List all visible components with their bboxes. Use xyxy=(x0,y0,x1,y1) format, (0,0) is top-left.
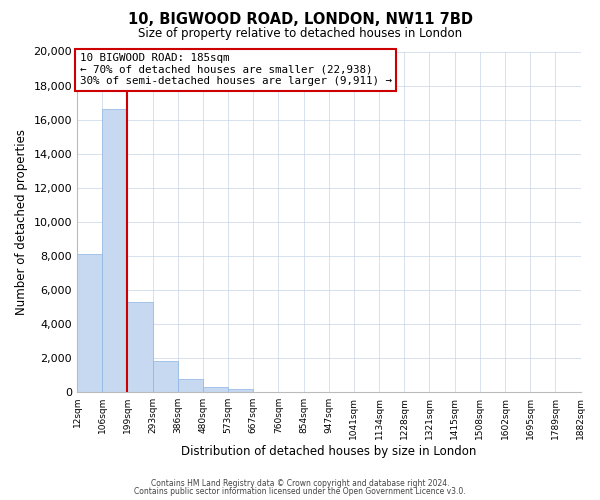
Text: Contains HM Land Registry data © Crown copyright and database right 2024.: Contains HM Land Registry data © Crown c… xyxy=(151,478,449,488)
Text: Contains public sector information licensed under the Open Government Licence v3: Contains public sector information licen… xyxy=(134,487,466,496)
Y-axis label: Number of detached properties: Number of detached properties xyxy=(15,128,28,314)
X-axis label: Distribution of detached houses by size in London: Distribution of detached houses by size … xyxy=(181,444,476,458)
Bar xyxy=(127,302,152,392)
Bar xyxy=(203,387,228,392)
Bar xyxy=(178,379,203,392)
Bar xyxy=(77,254,102,392)
Text: 10, BIGWOOD ROAD, LONDON, NW11 7BD: 10, BIGWOOD ROAD, LONDON, NW11 7BD xyxy=(128,12,473,28)
Bar xyxy=(228,388,253,392)
Bar xyxy=(102,110,127,392)
Bar xyxy=(152,362,178,392)
Text: Size of property relative to detached houses in London: Size of property relative to detached ho… xyxy=(138,28,462,40)
Text: 10 BIGWOOD ROAD: 185sqm
← 70% of detached houses are smaller (22,938)
30% of sem: 10 BIGWOOD ROAD: 185sqm ← 70% of detache… xyxy=(80,53,392,86)
